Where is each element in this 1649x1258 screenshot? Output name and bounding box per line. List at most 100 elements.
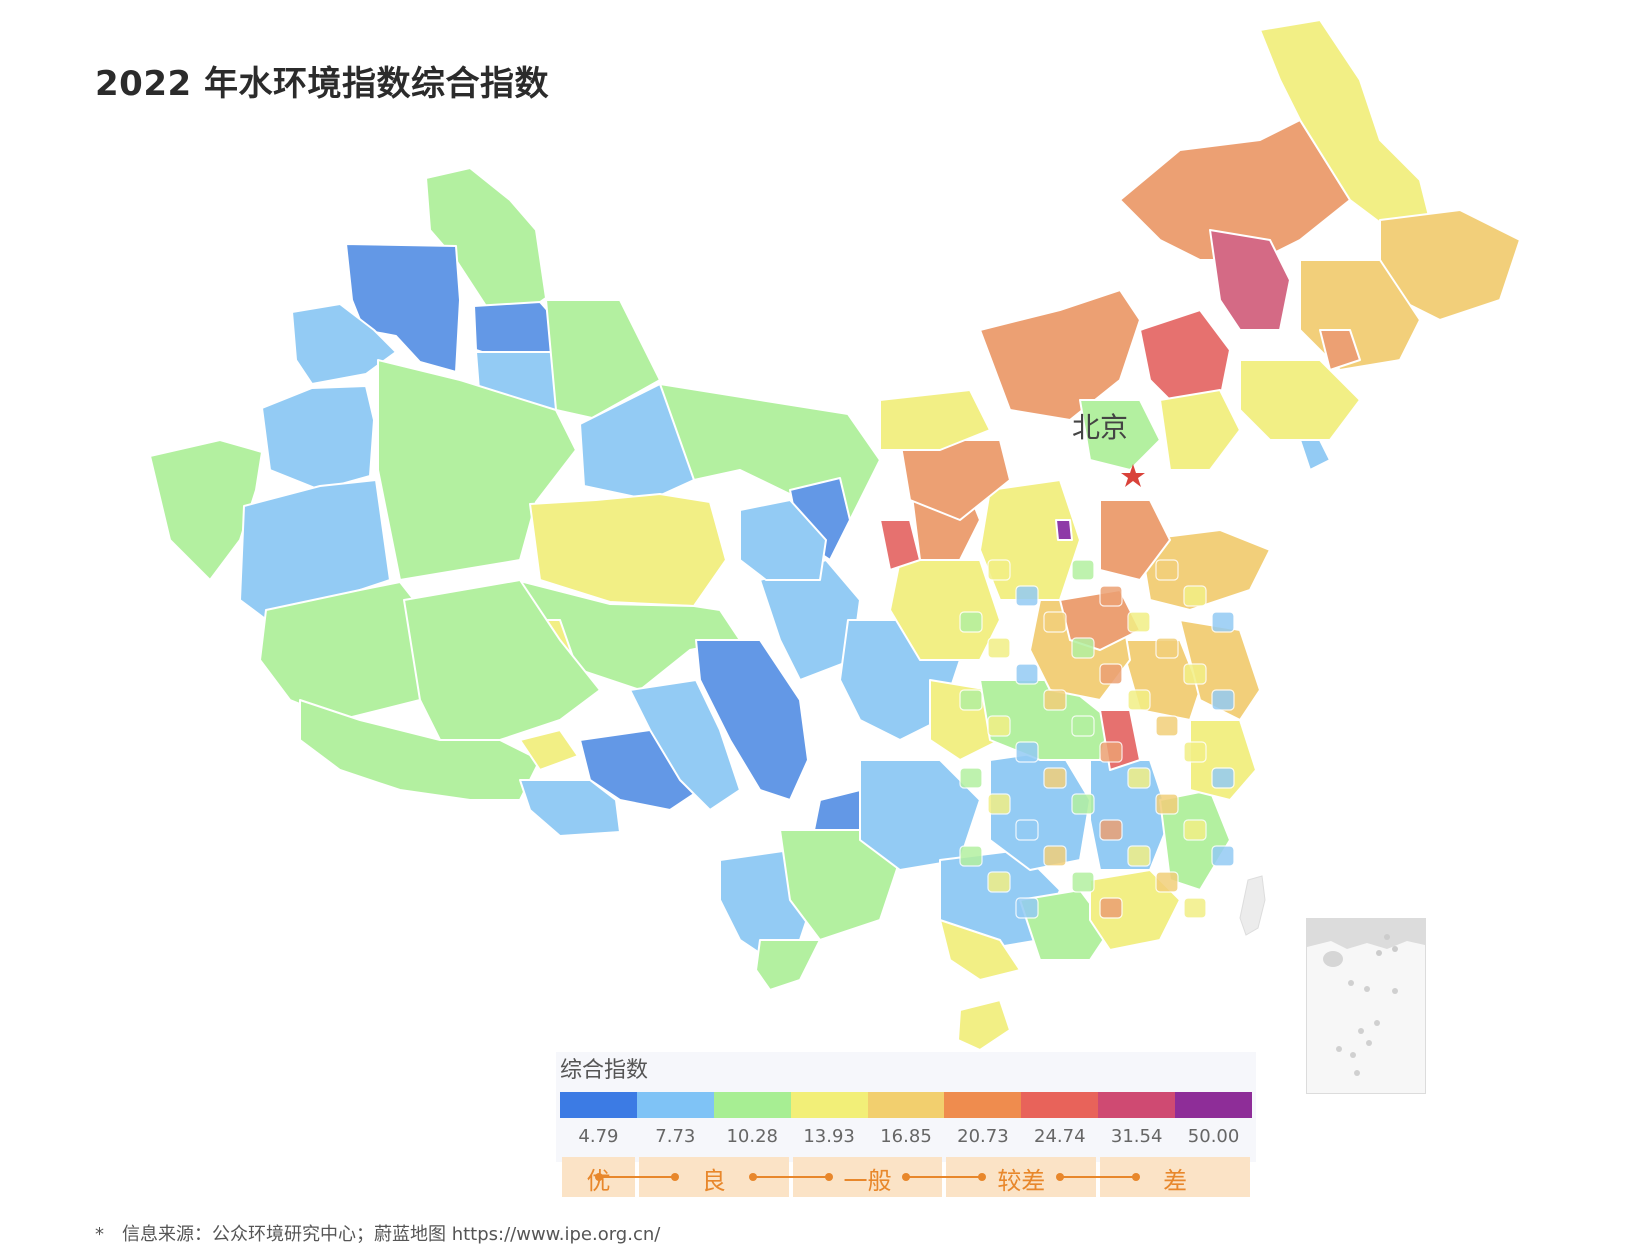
region-beijing-tianjin [1079, 399, 1161, 471]
region-qamdo-blue [695, 639, 809, 801]
prefecture-patch [1071, 793, 1095, 815]
legend-swatch [867, 1092, 945, 1118]
legend-grade-dot [748, 1173, 757, 1181]
legend-tick-label: 31.54 [1110, 1126, 1163, 1147]
region-dalian-blue [1299, 439, 1331, 471]
prefecture-patch [959, 845, 983, 867]
prefecture-patch [1099, 741, 1123, 763]
legend-grade-label: 良 [701, 1167, 726, 1195]
legend-tick-label: 10.28 [726, 1126, 778, 1147]
prefecture-patch [1127, 689, 1151, 711]
prefecture-patch [1155, 793, 1179, 815]
legend-swatch [560, 1092, 637, 1118]
legend-tick-labels: 4.79 7.73 10.28 13.93 16.85 20.73 24.74 31.54 50… [560, 1126, 1252, 1150]
prefecture-patch [1043, 689, 1067, 711]
prefecture-patch [1071, 715, 1095, 737]
footnote-text: 信息来源：公众环境研究中心；蔚蓝地图 https://www.ipe.org.c… [122, 1224, 661, 1245]
region-zhejiang [1189, 719, 1257, 801]
legend-tick-label: 20.73 [957, 1126, 1009, 1147]
prefecture-patch [1099, 897, 1123, 919]
prefecture-patch [1043, 845, 1067, 867]
region-nagqu [403, 579, 601, 741]
prefecture-patch [1155, 637, 1179, 659]
legend-grade-row: 优 良 一般 较差 差 [560, 1157, 1252, 1197]
legend-grade-dot [594, 1173, 603, 1181]
legend-grade-dot [978, 1173, 987, 1181]
legend-tick-label: 16.85 [880, 1126, 932, 1147]
legend-grade-label: 较差 [997, 1167, 1046, 1195]
region-shaanxi-south [889, 559, 1001, 661]
region-hami-turpan [545, 299, 661, 419]
region-inner-mongolia-west-yellow [879, 389, 991, 451]
prefecture-patch [1099, 663, 1123, 685]
legend-grade-dot [902, 1173, 911, 1181]
region-hebei-north [1159, 389, 1241, 471]
legend-grade-connector [904, 1176, 985, 1178]
legend-swatch [1021, 1092, 1099, 1118]
prefecture-patch [1015, 663, 1039, 685]
prefecture-patch [1211, 611, 1235, 633]
region-ganzi-lightblue [629, 679, 741, 811]
prefecture-patch [1183, 741, 1207, 763]
taiwan-island [1239, 875, 1266, 936]
prefecture-patch [1183, 585, 1207, 607]
region-inner-mongolia-east [1119, 119, 1351, 261]
prefecture-patch [1183, 897, 1207, 919]
prefecture-patch [1071, 637, 1095, 659]
prefecture-patch [987, 559, 1011, 581]
region-jiangxi [1089, 759, 1171, 871]
region-wuhai-purple [1055, 519, 1073, 541]
page-title: 2022 年水环境指数综合指数 [95, 64, 549, 104]
prefecture-patch [1015, 741, 1039, 763]
south-china-sea-inset [1306, 918, 1426, 1094]
legend-grade-connector [1058, 1176, 1139, 1178]
prefecture-patch [1155, 871, 1179, 893]
prefecture-patch [1015, 819, 1039, 841]
prefecture-patch [1099, 819, 1123, 841]
prefecture-patch [1015, 585, 1039, 607]
region-ningxia-red [879, 519, 921, 571]
region-jilin-orange [1319, 329, 1361, 371]
map-region-details [959, 559, 1235, 919]
capital-label: 北京 [1072, 411, 1128, 444]
footnote-marker: * [95, 1224, 104, 1245]
prefecture-patch [1211, 845, 1235, 867]
region-shannan-lightblue [519, 779, 621, 837]
region-yunnan-south [755, 939, 821, 991]
legend-swatch [944, 1092, 1022, 1118]
prefecture-patch [1071, 559, 1095, 581]
map-regions [149, 19, 1521, 1051]
legend-tick-label: 50.00 [1187, 1126, 1240, 1147]
legend-swatch [636, 1092, 714, 1118]
region-aksu-west [261, 385, 375, 491]
prefecture-patch [1183, 819, 1207, 841]
region-lhasa-yellow [519, 729, 579, 771]
region-hainan [957, 999, 1011, 1051]
legend-title: 综合指数 [560, 1058, 649, 1083]
region-shigatse [299, 699, 541, 801]
prefecture-patch [959, 689, 983, 711]
region-shandong [1139, 529, 1271, 611]
legend-swatch [1098, 1092, 1176, 1118]
region-hebei-south [1099, 499, 1171, 581]
region-xinjiang-central [377, 359, 577, 581]
capital-star-icon [1121, 464, 1145, 487]
legend-grade-label: 一般 [843, 1167, 892, 1195]
region-ili-prefecture [345, 243, 461, 373]
legend-grade-dot [824, 1173, 833, 1181]
prefecture-patch [987, 793, 1011, 815]
prefecture-patch [987, 637, 1011, 659]
prefecture-patch [1043, 611, 1067, 633]
legend-tick-label: 4.79 [578, 1126, 619, 1147]
legend-swatch [790, 1092, 868, 1118]
region-inner-mongolia-central [979, 289, 1141, 421]
region-gannan-lightblue [739, 499, 827, 581]
legend-grade-dot [1132, 1173, 1141, 1181]
prefecture-patch [1015, 897, 1039, 919]
prefecture-patch [959, 611, 983, 633]
legend-grade-connector [750, 1176, 831, 1178]
legend-grade-label: 优 [586, 1167, 611, 1195]
prefecture-patch [1127, 767, 1151, 789]
prefecture-patch [987, 871, 1011, 893]
legend-tick-label: 24.74 [1034, 1126, 1086, 1147]
